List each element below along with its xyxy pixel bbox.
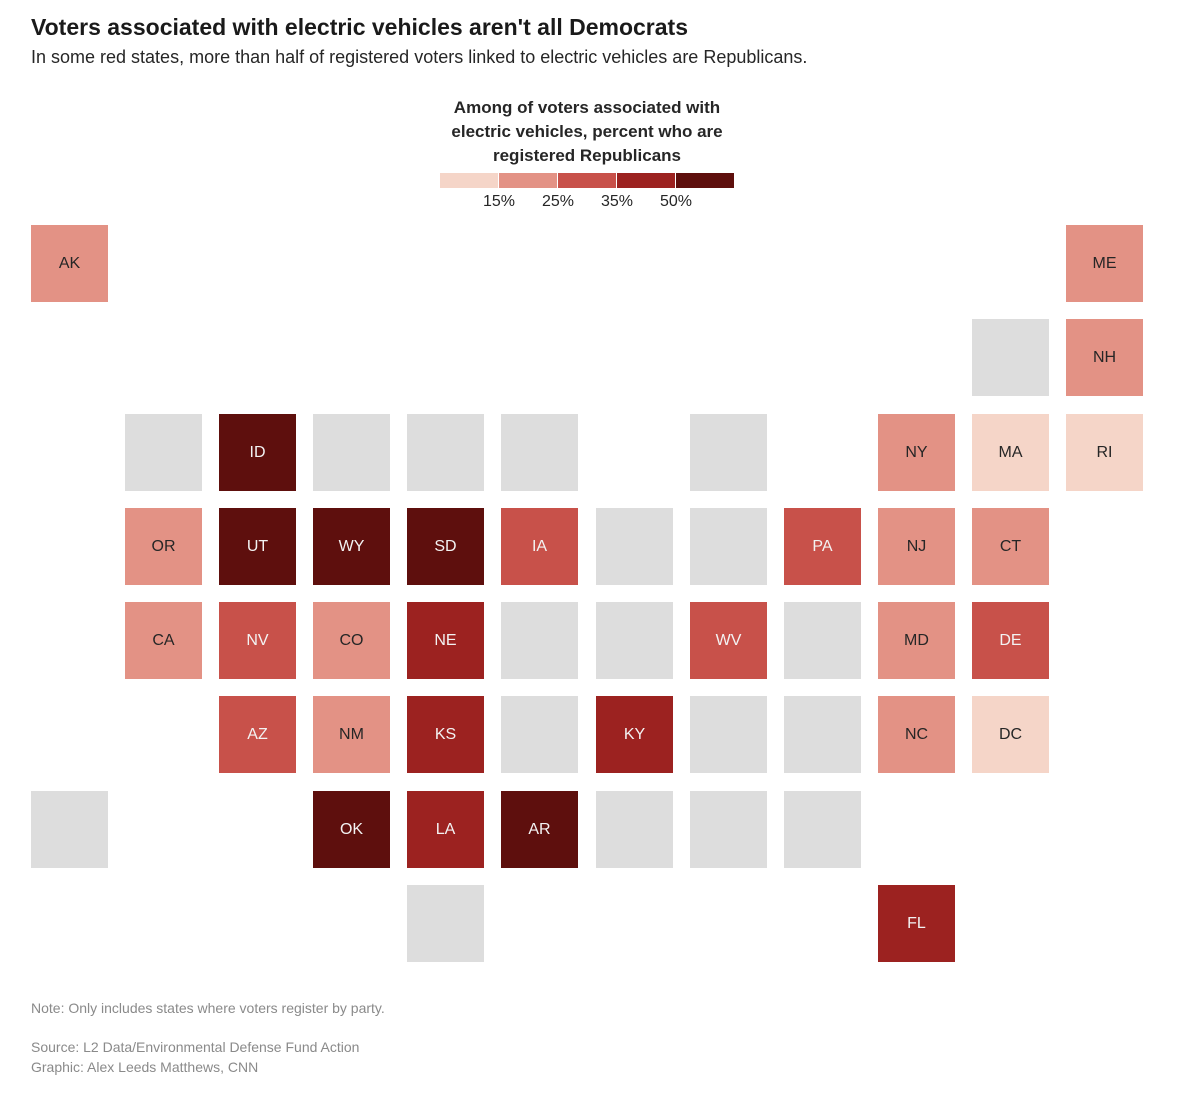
state-tile: DC xyxy=(972,696,1049,773)
state-tile: CA xyxy=(125,602,202,679)
state-tile: AZ xyxy=(219,696,296,773)
state-tile: CT xyxy=(972,508,1049,585)
state-tile xyxy=(31,791,108,868)
state-tile: NH xyxy=(1066,319,1143,396)
state-tile xyxy=(690,414,767,491)
legend-swatch xyxy=(558,173,616,188)
state-tile xyxy=(125,414,202,491)
state-tile: AR xyxy=(501,791,578,868)
state-tile xyxy=(501,414,578,491)
legend-title-line: registered Republicans xyxy=(492,146,681,165)
chart-subtitle: In some red states, more than half of re… xyxy=(31,47,808,67)
state-tile: OR xyxy=(125,508,202,585)
state-tile: SD xyxy=(407,508,484,585)
state-tile: MA xyxy=(972,414,1049,491)
state-tile: LA xyxy=(407,791,484,868)
note-text: Note: Only includes states where voters … xyxy=(31,1000,385,1016)
state-tile: NC xyxy=(878,696,955,773)
state-tile xyxy=(690,508,767,585)
state-tile: UT xyxy=(219,508,296,585)
state-tile: IA xyxy=(501,508,578,585)
state-tile: MD xyxy=(878,602,955,679)
state-tile xyxy=(972,319,1049,396)
state-tile: ID xyxy=(219,414,296,491)
state-tile: NY xyxy=(878,414,955,491)
state-tile: NM xyxy=(313,696,390,773)
state-tile: CO xyxy=(313,602,390,679)
state-tile: ME xyxy=(1066,225,1143,302)
legend-swatch xyxy=(617,173,675,188)
legend-title-line: Among of voters associated with xyxy=(453,98,721,117)
state-tile: NJ xyxy=(878,508,955,585)
state-tile: OK xyxy=(313,791,390,868)
legend-swatch xyxy=(440,173,498,188)
legend-title: Among of voters associated with electric… xyxy=(440,96,734,168)
state-tile xyxy=(501,602,578,679)
state-tile xyxy=(784,602,861,679)
state-tile xyxy=(407,414,484,491)
legend-tick-label: 15% xyxy=(482,193,516,210)
state-tile xyxy=(596,508,673,585)
state-tile: DE xyxy=(972,602,1049,679)
state-tile: KS xyxy=(407,696,484,773)
credit-text: Graphic: Alex Leeds Matthews, CNN xyxy=(31,1059,259,1075)
state-tile: AK xyxy=(31,225,108,302)
state-tile xyxy=(501,696,578,773)
state-tile xyxy=(690,791,767,868)
state-tile xyxy=(784,791,861,868)
state-tile: NV xyxy=(219,602,296,679)
state-tile: KY xyxy=(596,696,673,773)
state-tile xyxy=(596,791,673,868)
state-tile xyxy=(407,885,484,962)
legend-title-line: electric vehicles, percent who are xyxy=(451,122,723,141)
state-tile: NE xyxy=(407,602,484,679)
state-tile: WV xyxy=(690,602,767,679)
legend-tick-label: 35% xyxy=(600,193,634,210)
state-tile: RI xyxy=(1066,414,1143,491)
legend-swatch xyxy=(499,173,557,188)
legend-tick-label: 25% xyxy=(541,193,575,210)
state-tile xyxy=(313,414,390,491)
source-text: Source: L2 Data/Environmental Defense Fu… xyxy=(31,1039,360,1055)
legend-tick-label: 50% xyxy=(659,193,693,210)
state-tile: WY xyxy=(313,508,390,585)
state-tile: FL xyxy=(878,885,955,962)
state-tile: PA xyxy=(784,508,861,585)
state-tile xyxy=(690,696,767,773)
legend-swatch xyxy=(676,173,734,188)
state-tile xyxy=(784,696,861,773)
state-tile xyxy=(596,602,673,679)
chart-title: Voters associated with electric vehicles… xyxy=(31,14,689,40)
